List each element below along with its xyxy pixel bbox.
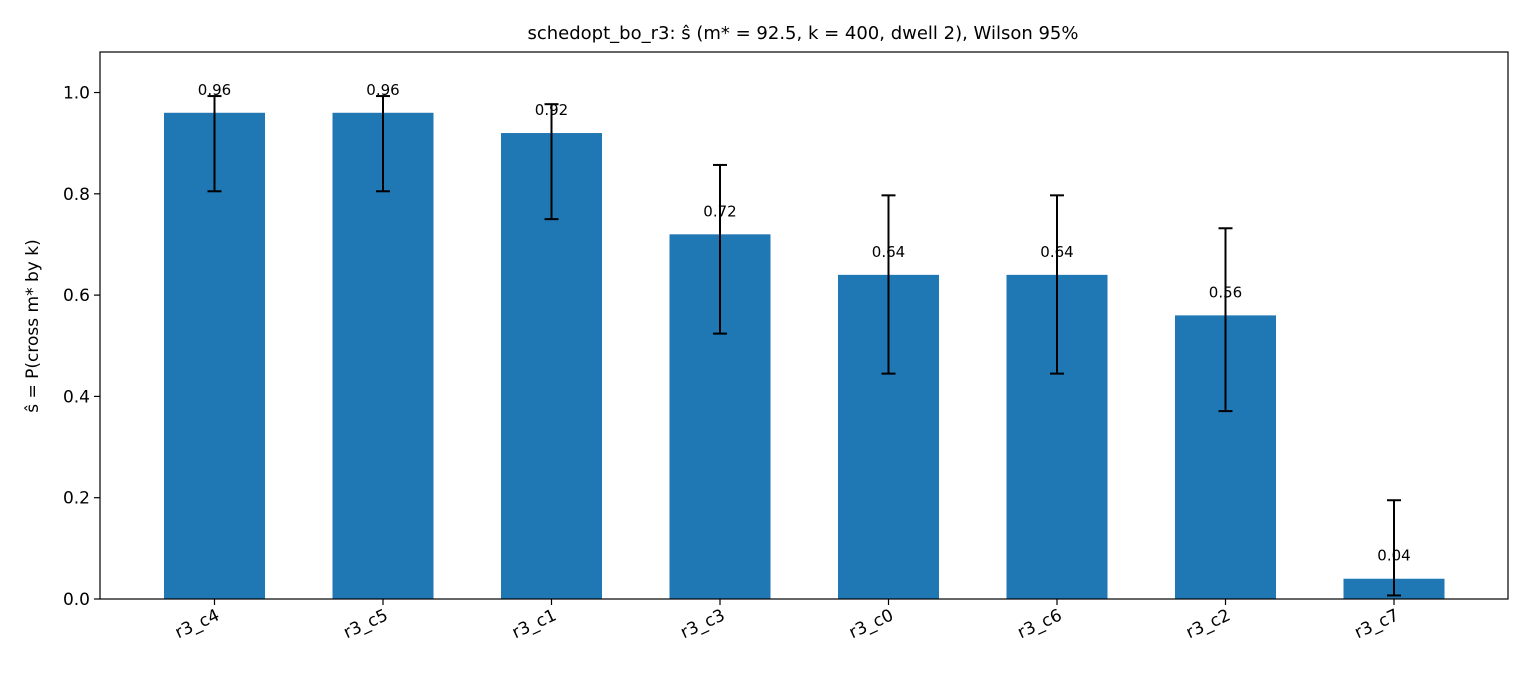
value-label-r3_c6: 0.64 (1040, 243, 1073, 261)
error-bar-r3_c6 (1050, 194, 1064, 375)
error-bar-r3_c5 (376, 95, 390, 193)
value-label-r3_c1: 0.92 (535, 101, 568, 119)
bar-r3_c4 (164, 112, 265, 600)
y-tick-label-5: 1.0 (63, 84, 90, 104)
value-labels-group: 0.96 0.96 0.92 0.72 0.64 0.64 0.56 0.04 (198, 81, 1411, 565)
y-axis-label: ŝ = P(cross m* by k) (23, 239, 43, 412)
value-label-r3_c4: 0.96 (198, 81, 231, 99)
error-bar-r3_c0 (881, 194, 896, 375)
y-axis: 0.0 0.2 0.4 0.6 0.8 1.0 (63, 84, 100, 610)
error-bar-r3_c1 (544, 103, 559, 221)
x-tick-label-r3_c5: r3_c5 (341, 605, 392, 643)
bars-group (164, 112, 1445, 600)
value-label-r3_c7: 0.04 (1377, 547, 1410, 565)
y-tick-label-0: 0.0 (63, 590, 90, 610)
chart-title: schedopt_bo_r3: ŝ (m* = 92.5, k = 400, d… (527, 23, 1078, 44)
value-label-r3_c3: 0.72 (703, 202, 736, 220)
x-tick-label-r3_c1: r3_c1 (509, 605, 560, 643)
y-tick-label-2: 0.4 (63, 387, 90, 407)
x-tick-label-r3_c3: r3_c3 (678, 605, 729, 643)
y-tick-label-1: 0.2 (63, 489, 90, 509)
bar-r3_c5 (332, 112, 434, 600)
x-tick-label-r3_c6: r3_c6 (1015, 605, 1066, 643)
value-label-r3_c0: 0.64 (872, 243, 905, 261)
x-tick-label-r3_c0: r3_c0 (846, 605, 897, 643)
x-tick-label-r3_c4: r3_c4 (172, 605, 223, 643)
error-bar-r3_c3 (713, 163, 727, 335)
value-label-r3_c2: 0.56 (1209, 283, 1242, 301)
y-tick-label-4: 0.8 (63, 185, 90, 205)
x-axis: r3_c4 r3_c5 r3_c1 r3_c3 r3_c0 r3_c6 r3_c2 r3_c7 (172, 599, 1402, 643)
error-bar-r3_c4 (207, 95, 222, 193)
y-tick-label-3: 0.6 (63, 286, 90, 306)
plot-frame (99, 51, 1509, 600)
x-tick-label-r3_c7: r3_c7 (1352, 605, 1403, 643)
value-label-r3_c5: 0.96 (366, 81, 399, 99)
error-bars-group (207, 95, 1401, 597)
error-bar-r3_c2 (1218, 227, 1233, 413)
error-bar-r3_c7 (1387, 499, 1401, 597)
x-tick-label-r3_c2: r3_c2 (1183, 605, 1234, 643)
